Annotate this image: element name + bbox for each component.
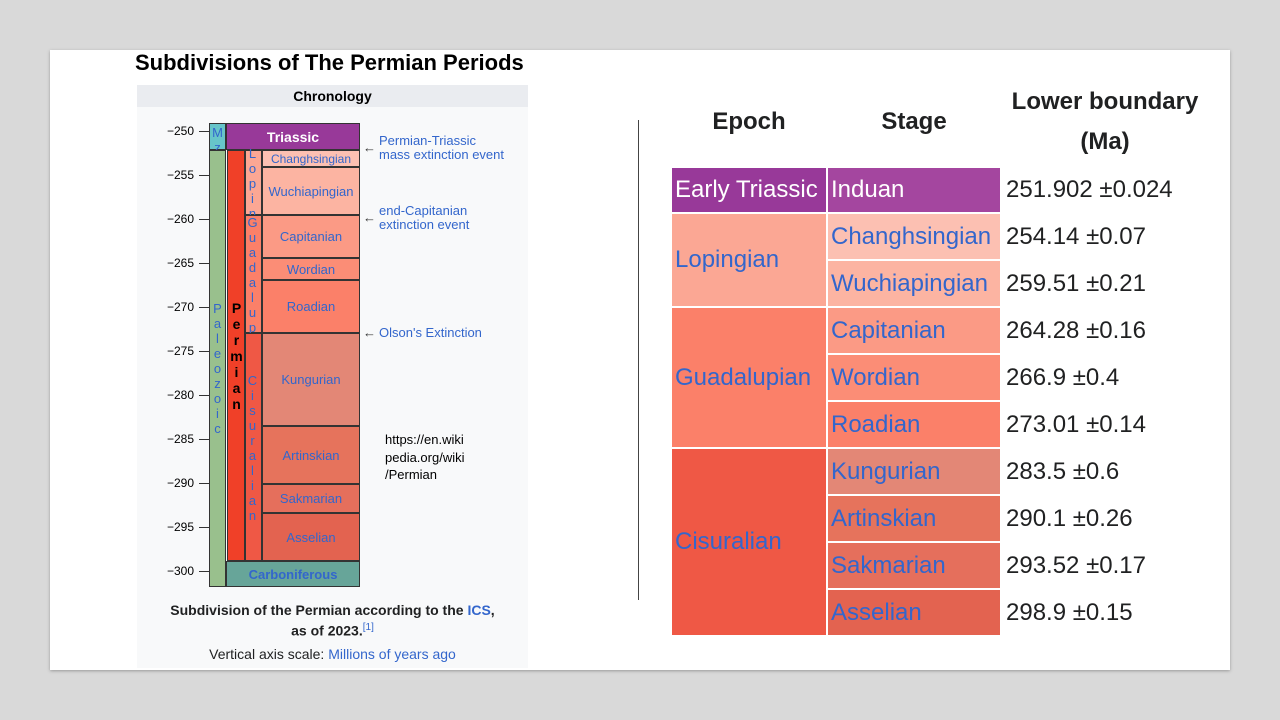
period-above: Triassic <box>226 123 360 150</box>
boundary-cell: 254.14 ±0.07 <box>1006 222 1146 250</box>
annotation-arrow: ← <box>363 140 376 155</box>
epoch-cell: Cisuralian <box>672 449 826 635</box>
caption-text: ICS <box>467 602 491 618</box>
epoch-cell: Early Triassic <box>672 168 826 212</box>
stage-box: Wordian <box>262 258 360 280</box>
tick-label: −275 <box>166 344 194 358</box>
boundary-cell: 259.51 ±0.21 <box>1006 269 1146 297</box>
boundary-cell: 251.902 ±0.024 <box>1006 176 1173 203</box>
caption-text: Vertical axis scale: <box>209 646 329 662</box>
tick-mark <box>199 571 209 572</box>
boundary-cell: 266.9 ±0.4 <box>1006 363 1120 391</box>
source-url: https://en.wiki <box>385 432 464 447</box>
era-above: Mz <box>209 123 226 155</box>
tick-mark <box>199 219 209 220</box>
stage-cell: Induan <box>828 168 1000 212</box>
tick-mark <box>199 175 209 176</box>
tick-mark <box>199 131 209 132</box>
boundary-cell: 298.9 ±0.15 <box>1006 598 1133 626</box>
tick-label: −290 <box>166 476 194 490</box>
annotation-arrow: ← <box>363 325 376 340</box>
stage-box: Asselian <box>262 513 360 561</box>
epoch-box: Guadalup <box>245 215 262 335</box>
stage-cell: Wordian <box>828 355 1000 400</box>
stage-box: Sakmarian <box>262 484 360 513</box>
annotation-arrow: ← <box>363 210 376 225</box>
caption-line: as of 2023.[1] <box>137 622 528 639</box>
tick-label: −250 <box>166 124 194 138</box>
tick-mark <box>199 307 209 308</box>
table-header: Lower boundary <box>1011 88 1199 115</box>
stage-box: Roadian <box>262 280 360 333</box>
boundary-cell: 293.52 ±0.17 <box>1006 551 1146 579</box>
annotation: Permian-Triassic <box>379 133 477 148</box>
table-header: Stage <box>881 108 947 135</box>
boundary-cell: 290.1 ±0.26 <box>1006 504 1133 532</box>
epoch-cell: Guadalupian <box>672 308 826 447</box>
caption-text: as of 2023. <box>291 622 363 639</box>
period: Permian <box>227 150 245 561</box>
period-below: Carboniferous <box>226 561 360 587</box>
annotation: end-Capitanian <box>379 203 468 218</box>
annotation: extinction event <box>379 217 470 232</box>
caption-text: Subdivision of the Permian according to … <box>170 602 468 618</box>
caption-text: , <box>490 602 495 618</box>
divider <box>638 120 639 600</box>
stage-box: Artinskian <box>262 426 360 484</box>
slide-title: Subdivisions of The Permian Periods <box>135 50 524 75</box>
tick-label: −300 <box>166 564 194 578</box>
source-url: pedia.org/wiki <box>385 449 465 465</box>
stage-cell: Asselian <box>828 590 1000 635</box>
tick-label: −260 <box>166 212 194 226</box>
caption-text: [1] <box>362 622 374 633</box>
stage-cell: Sakmarian <box>828 543 1000 588</box>
tick-label: −255 <box>166 168 194 182</box>
boundary-cell: 264.28 ±0.16 <box>1006 316 1146 344</box>
source-url: /Permian <box>385 467 438 482</box>
tick-label: −280 <box>166 388 194 402</box>
annotation: mass extinction event <box>379 147 505 162</box>
stage-cell: Artinskian <box>828 496 1000 541</box>
boundary-cell: 283.5 ±0.6 <box>1006 457 1120 485</box>
tick-mark <box>199 395 209 396</box>
tick-label: −285 <box>166 432 194 446</box>
stage-cell: Roadian <box>828 402 1000 447</box>
tick-label: −295 <box>166 520 194 534</box>
stage-cell: Kungurian <box>828 449 1000 494</box>
caption-text: Millions of years ago <box>328 646 456 662</box>
tick-mark <box>199 483 209 484</box>
stage-box: Kungurian <box>262 333 360 426</box>
table-header: (Ma) <box>1080 128 1130 155</box>
tick-label: −265 <box>166 256 194 270</box>
stage-box: Wuchiapingian <box>262 167 360 215</box>
tick-mark <box>199 263 209 264</box>
stage-cell: Capitanian <box>828 308 1000 353</box>
stage-cell: Wuchiapingian <box>828 261 1000 306</box>
epoch-box: Cisuralian <box>245 333 262 561</box>
tick-mark <box>199 527 209 528</box>
stage-cell: Changhsingian <box>828 214 1000 259</box>
stage-box: Capitanian <box>262 215 360 258</box>
boundary-cell: 273.01 ±0.14 <box>1006 410 1146 438</box>
table-header: Epoch <box>712 108 786 135</box>
tick-mark <box>199 351 209 352</box>
tick-label: −270 <box>166 300 194 314</box>
era: Paleozoic <box>209 150 226 587</box>
epoch-box: Lopin <box>245 146 262 221</box>
stage-box: Changhsingian <box>262 150 360 167</box>
tick-mark <box>199 439 209 440</box>
annotation: Olson's Extinction <box>379 325 482 340</box>
caption-line: Vertical axis scale: Millions of years a… <box>137 646 528 662</box>
epoch-cell: Lopingian <box>672 214 826 306</box>
caption-line: Subdivision of the Permian according to … <box>137 602 528 618</box>
chronology-header: Chronology <box>137 85 528 107</box>
